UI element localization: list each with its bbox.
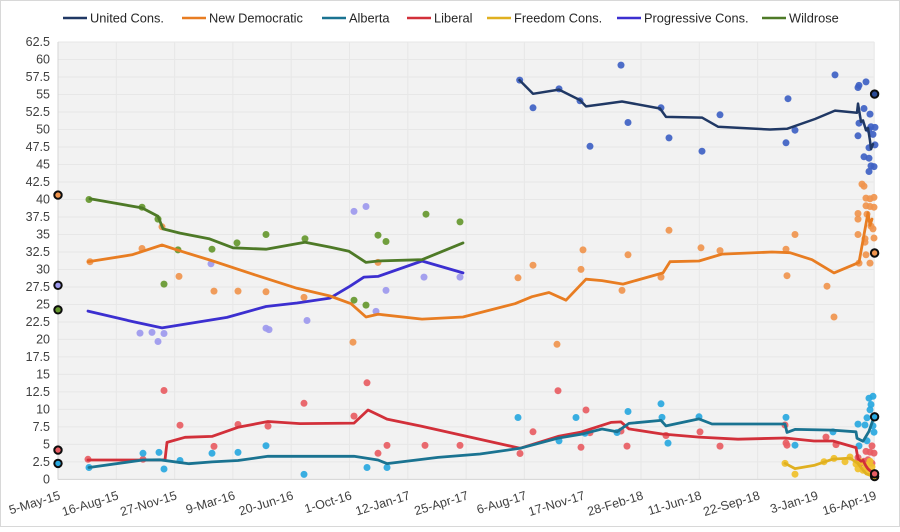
- svg-text:Alberta: Alberta: [349, 11, 390, 26]
- svg-text:15: 15: [36, 368, 50, 382]
- svg-text:22.5: 22.5: [26, 315, 50, 329]
- svg-text:Wildrose: Wildrose: [789, 11, 839, 26]
- svg-text:52.5: 52.5: [26, 105, 50, 119]
- svg-text:20: 20: [36, 333, 50, 347]
- svg-text:0: 0: [43, 473, 50, 487]
- svg-text:57.5: 57.5: [26, 70, 50, 84]
- svg-text:32.5: 32.5: [26, 245, 50, 259]
- svg-text:Freedom Cons.: Freedom Cons.: [514, 11, 602, 26]
- svg-text:55: 55: [36, 88, 50, 102]
- svg-text:40: 40: [36, 193, 50, 207]
- svg-text:60: 60: [36, 53, 50, 67]
- svg-text:45: 45: [36, 158, 50, 172]
- svg-text:Liberal: Liberal: [434, 11, 472, 26]
- svg-text:35: 35: [36, 228, 50, 242]
- svg-text:2.5: 2.5: [33, 455, 50, 469]
- svg-text:30: 30: [36, 263, 50, 277]
- svg-text:42.5: 42.5: [26, 175, 50, 189]
- svg-text:47.5: 47.5: [26, 140, 50, 154]
- svg-text:Progressive Cons.: Progressive Cons.: [644, 11, 749, 26]
- svg-text:50: 50: [36, 123, 50, 137]
- svg-text:25: 25: [36, 298, 50, 312]
- svg-text:62.5: 62.5: [26, 35, 50, 49]
- svg-text:United Cons.: United Cons.: [90, 11, 164, 26]
- svg-text:17.5: 17.5: [26, 350, 50, 364]
- svg-text:27.5: 27.5: [26, 280, 50, 294]
- svg-text:7.5: 7.5: [33, 420, 50, 434]
- svg-text:12.5: 12.5: [26, 385, 50, 399]
- svg-text:37.5: 37.5: [26, 210, 50, 224]
- svg-text:5: 5: [43, 438, 50, 452]
- svg-text:New Democratic: New Democratic: [209, 11, 303, 26]
- svg-text:10: 10: [36, 403, 50, 417]
